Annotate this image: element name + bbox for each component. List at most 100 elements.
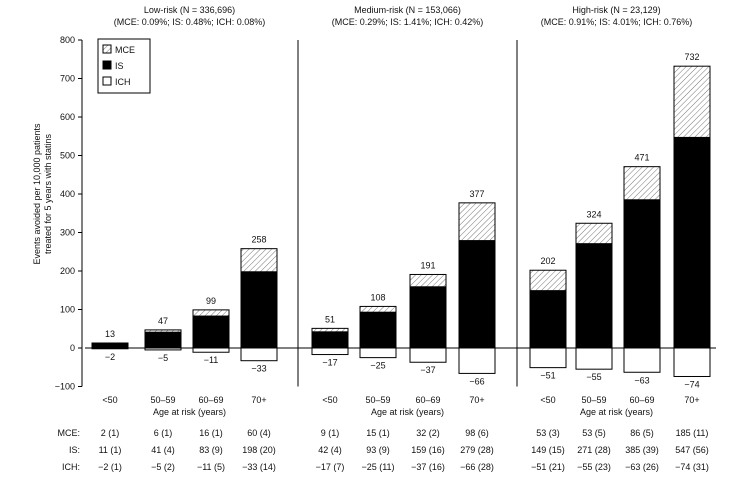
bar-is: [623, 199, 661, 349]
total-label: 13: [105, 329, 115, 339]
x-axis-label: Age at risk (years): [153, 407, 226, 417]
category-label: <50: [102, 395, 117, 405]
total-label: 732: [684, 52, 699, 62]
table-row-label: ICH:: [62, 462, 80, 472]
bar-ich: [458, 347, 496, 374]
panel-title: High-risk (N = 23,129): [572, 5, 660, 15]
table-cell-is: 198 (20): [242, 445, 276, 455]
table-cell-ich: −63 (26): [625, 462, 659, 472]
y-axis-label-line1: Events avoided per 10,000 patients: [32, 123, 42, 265]
x-axis-label: Age at risk (years): [371, 407, 444, 417]
total-label: 377: [469, 189, 484, 199]
ich-label: −25: [370, 361, 385, 371]
table-cell-mce: 2 (1): [101, 428, 120, 438]
category-label: 60–69: [198, 395, 223, 405]
bar-is: [575, 243, 613, 349]
table-cell-is: 159 (16): [411, 445, 445, 455]
legend-swatch-is: [102, 60, 112, 70]
bar-mce: [409, 273, 447, 288]
y-tick-label: −100: [55, 382, 75, 392]
table-cell-mce: 185 (11): [676, 428, 709, 438]
total-label: 191: [420, 260, 435, 270]
table-row-label: MCE:: [58, 428, 81, 438]
bar-mce: [240, 248, 278, 273]
bar-ich: [575, 347, 613, 370]
bar-ich: [409, 347, 447, 363]
y-tick-label: 700: [60, 74, 75, 84]
table-cell-is: 547 (56): [675, 445, 709, 455]
ich-label: −63: [634, 375, 649, 385]
table-row-label: IS:: [69, 445, 80, 455]
table-cell-is: 83 (9): [199, 445, 223, 455]
panel-subtitle: (MCE: 0.91%; IS: 4.01%; ICH: 0.76%): [541, 17, 693, 27]
table-cell-ich: −55 (23): [577, 462, 611, 472]
table-cell-ich: −33 (14): [242, 462, 276, 472]
y-tick-label: 800: [60, 35, 75, 45]
total-label: 324: [586, 209, 601, 219]
bar-is: [409, 286, 447, 349]
y-axis-label-line2: treated for 5 years with statins: [43, 133, 53, 254]
bar-mce: [673, 65, 711, 138]
bar-ich: [240, 347, 278, 362]
legend-swatch-ich: [102, 76, 112, 86]
bar-is: [458, 240, 496, 349]
bar-ich: [623, 347, 661, 373]
bar-ich: [529, 347, 567, 369]
bar-mce: [575, 222, 613, 245]
bar-ich: [91, 347, 129, 350]
bar-mce: [192, 309, 230, 317]
table-cell-ich: −25 (11): [361, 462, 394, 472]
category-label: <50: [540, 395, 555, 405]
total-label: 202: [540, 256, 555, 266]
category-label: 60–69: [415, 395, 440, 405]
table-cell-mce: 6 (1): [154, 428, 173, 438]
ich-label: −74: [684, 379, 699, 389]
bar-mce: [311, 327, 349, 333]
ich-label: −2: [105, 352, 115, 362]
category-label: 50–59: [150, 395, 175, 405]
panel-subtitle: (MCE: 0.09%; IS: 0.48%; ICH: 0.08%): [114, 17, 266, 27]
bar-is: [529, 290, 567, 349]
y-tick-label: 600: [60, 112, 75, 122]
table-cell-ich: −74 (31): [675, 462, 709, 472]
table-cell-is: 11 (1): [99, 445, 122, 455]
panel-title: Low-risk (N = 336,696): [144, 5, 235, 15]
bar-mce: [359, 305, 397, 313]
table-cell-ich: −2 (1): [98, 462, 122, 472]
ich-label: −37: [420, 365, 435, 375]
bar-mce: [91, 342, 129, 345]
bar-is: [192, 315, 230, 349]
table-cell-is: 149 (15): [531, 445, 565, 455]
ich-label: −66: [469, 376, 484, 386]
table-cell-mce: 86 (5): [630, 428, 654, 438]
table-cell-ich: −51 (21): [531, 462, 565, 472]
ich-label: −51: [540, 371, 555, 381]
bar-is: [311, 331, 349, 349]
total-label: 99: [206, 296, 216, 306]
table-cell-is: 271 (28): [577, 445, 611, 455]
legend-label-ich: ICH: [115, 77, 131, 87]
table-cell-ich: −11 (5): [197, 462, 225, 472]
bar-ich: [359, 347, 397, 359]
bar-mce: [458, 202, 496, 242]
bar-ich: [144, 347, 182, 351]
table-cell-mce: 16 (1): [199, 428, 223, 438]
y-tick-label: 400: [60, 189, 75, 199]
table-cell-is: 41 (4): [151, 445, 175, 455]
table-cell-ich: −37 (16): [411, 462, 445, 472]
bar-is: [240, 271, 278, 349]
x-axis-label: Age at risk (years): [580, 407, 653, 417]
total-label: 471: [634, 153, 649, 163]
y-tick-label: 0: [70, 343, 75, 353]
bar-mce: [529, 269, 567, 292]
table-cell-ich: −5 (2): [151, 462, 175, 472]
bar-mce: [623, 166, 661, 201]
table-cell-mce: 32 (2): [416, 428, 440, 438]
bar-ich: [192, 347, 230, 353]
y-tick-label: 300: [60, 228, 75, 238]
ich-label: −55: [586, 372, 601, 382]
legend-label-mce: MCE: [115, 45, 135, 55]
total-label: 258: [251, 235, 266, 245]
